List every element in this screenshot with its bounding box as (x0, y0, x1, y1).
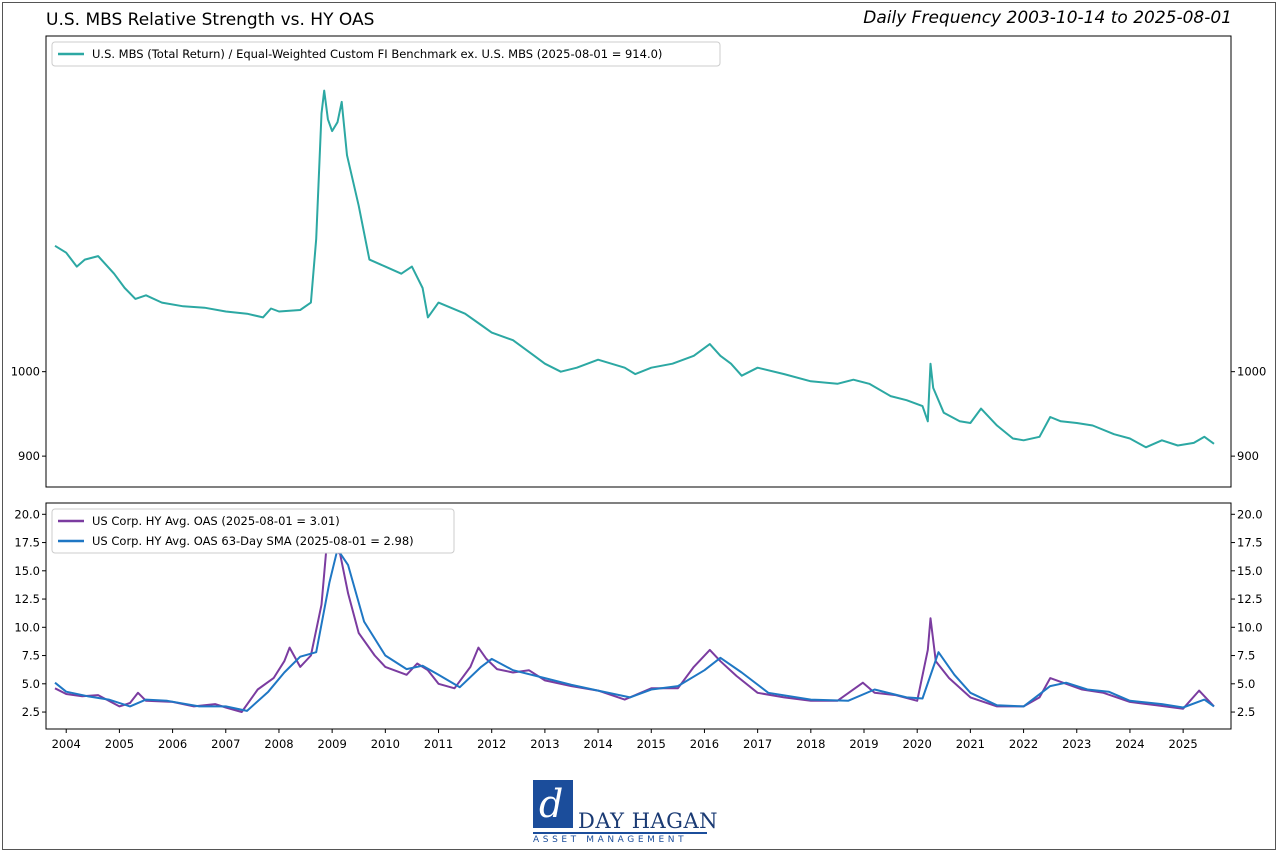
bottom-series-line-1 (54, 530, 1215, 713)
bottom-ytick-label-right: 15.0 (1237, 564, 1263, 578)
bottom-ytick-label-left: 20.0 (14, 507, 40, 521)
top-panel: 900 900 1000 1000 U.S. MBS (Total Return) / … (11, 35, 1266, 488)
bottom-xtick-label: 2014 (583, 737, 612, 751)
bottom-xtick-label: 2013 (530, 737, 559, 751)
top-ytick-label-right: 900 (1237, 449, 1259, 463)
bottom-ytick-label-left: 17.5 (14, 536, 40, 550)
bottom-ytick-label-left: 5.0 (22, 677, 40, 691)
company-logo: d DAY HAGAN ASSET MANAGEMENT (533, 780, 718, 845)
bottom-ytick-label-right: 20.0 (1237, 507, 1263, 521)
bottom-xtick-label: 2019 (849, 737, 878, 751)
logo-name: DAY HAGAN (578, 809, 718, 833)
top-ytick-label-right: 1000 (1237, 365, 1266, 379)
chart-subtitle: Daily Frequency 2003-10-14 to 2025-08-01 (863, 8, 1232, 28)
logo-tagline: ASSET MANAGEMENT (533, 835, 688, 845)
bottom-xtick-label: 2007 (211, 737, 240, 751)
logo-mark: d (533, 780, 573, 828)
bottom-xtick-label: 2016 (690, 737, 719, 751)
bottom-ytick-label-right: 10.0 (1237, 620, 1263, 634)
bottom-xtick-label: 2021 (956, 737, 985, 751)
top-ytick-label-left: 1000 (11, 365, 40, 379)
bottom-xtick-label: 2024 (1115, 737, 1144, 751)
bottom-ytick-label-left: 10.0 (14, 620, 40, 634)
bottom-ytick-label-right: 5.0 (1237, 677, 1255, 691)
bottom-xtick-label: 2008 (264, 737, 293, 751)
bottom-legend (51, 508, 455, 554)
bottom-xtick-label: 2025 (1168, 737, 1197, 751)
bottom-xtick-label: 2005 (105, 737, 134, 751)
bottom-xtick-label: 2017 (743, 737, 772, 751)
bottom-ytick-label-left: 2.5 (22, 705, 40, 719)
bottom-xtick-label: 2011 (424, 737, 453, 751)
bottom-ytick-label-left: 12.5 (14, 592, 40, 606)
bottom-xtick-label: 2012 (477, 737, 506, 751)
bottom-xtick-label: 2009 (318, 737, 347, 751)
top-ytick-label-left: 900 (18, 449, 40, 463)
bottom-ytick-label-left: 15.0 (14, 564, 40, 578)
logo-mark-letter: d (539, 782, 564, 826)
bottom-xtick-label: 2020 (903, 737, 932, 751)
bottom-axes-frame (45, 502, 1232, 730)
bottom-ytick-label-right: 7.5 (1237, 649, 1255, 663)
logo-rule (533, 832, 707, 834)
bottom-ytick-label-right: 17.5 (1237, 536, 1263, 550)
bottom-xtick-label: 2018 (796, 737, 825, 751)
bottom-xtick-label: 2023 (1062, 737, 1091, 751)
top-axes-frame (45, 35, 1232, 488)
top-legend (51, 41, 721, 67)
bottom-xtick-label: 2022 (1009, 737, 1038, 751)
bottom-legend-label-1: US Corp. HY Avg. OAS (2025-08-01 = 3.01) (92, 514, 340, 528)
top-series-line-1 (54, 89, 1215, 449)
bottom-panel: 2.5 2.5 5.0 5.0 7.5 7.5 10.0 10.0 12.5 12.5 15.0 15… (14, 502, 1263, 751)
bottom-xtick-label: 2010 (371, 737, 400, 751)
chart-title: U.S. MBS Relative Strength vs. HY OAS (46, 10, 375, 30)
bottom-legend-label-2: US Corp. HY Avg. OAS 63-Day SMA (2025-08… (92, 534, 414, 548)
bottom-ytick-label-right: 2.5 (1237, 705, 1255, 719)
bottom-xtick-label: 2004 (52, 737, 81, 751)
bottom-xtick-label: 2006 (158, 737, 187, 751)
bottom-xtick-label: 2015 (637, 737, 666, 751)
bottom-ytick-label-right: 12.5 (1237, 592, 1263, 606)
top-legend-label-1: U.S. MBS (Total Return) / Equal-Weighted… (92, 47, 662, 61)
bottom-series-line-2 (54, 548, 1215, 712)
bottom-ytick-label-left: 7.5 (22, 649, 40, 663)
